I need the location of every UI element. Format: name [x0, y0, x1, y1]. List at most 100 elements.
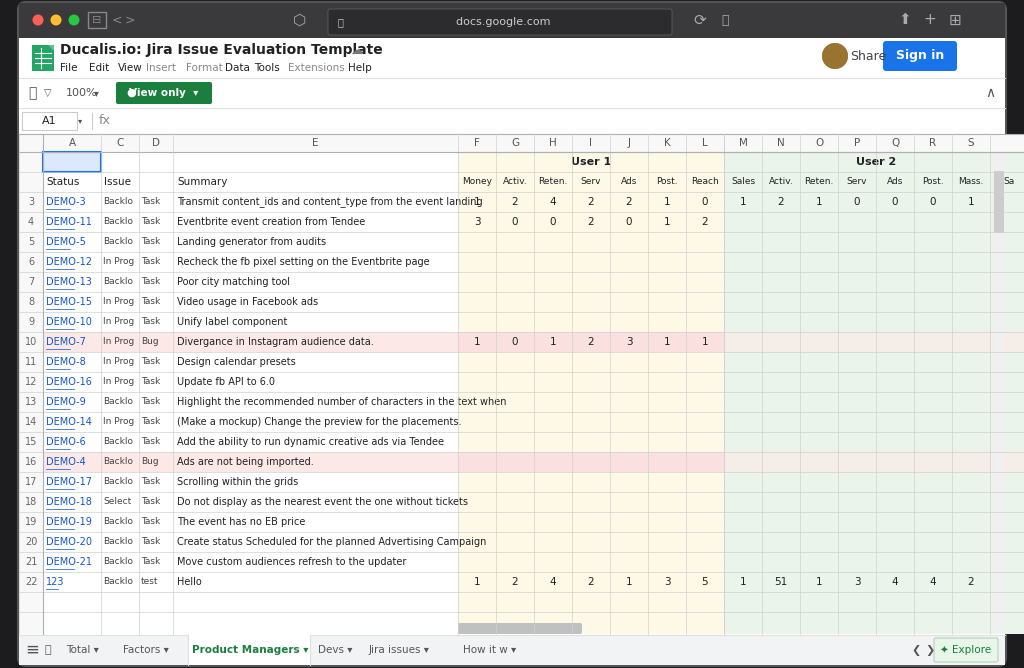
Text: DEMO-8: DEMO-8: [46, 357, 86, 367]
Text: 9: 9: [28, 317, 34, 327]
Text: The event has no EB price: The event has no EB price: [177, 517, 305, 527]
Text: DEMO-15: DEMO-15: [46, 297, 92, 307]
Text: Task: Task: [141, 397, 160, 407]
Text: ⟳: ⟳: [693, 13, 707, 27]
Text: Task: Task: [141, 518, 160, 526]
Text: Activ.: Activ.: [769, 178, 794, 186]
Text: Devs ▾: Devs ▾: [317, 645, 352, 655]
Circle shape: [822, 43, 848, 69]
Text: Task: Task: [141, 257, 160, 267]
Text: 1: 1: [816, 577, 822, 587]
Bar: [19, 635, 1005, 665]
Bar: [43, 212, 458, 232]
Circle shape: [69, 15, 80, 25]
Text: Ads are not being imported.: Ads are not being imported.: [177, 457, 313, 467]
Bar: [19, 108, 1005, 134]
Text: Task: Task: [141, 478, 160, 486]
Text: D: D: [152, 138, 160, 148]
Text: 1: 1: [664, 197, 671, 207]
Text: User 2: User 2: [856, 157, 896, 167]
Text: Ducalis.io: Jira Issue Evaluation Template: Ducalis.io: Jira Issue Evaluation Templa…: [60, 43, 383, 57]
Text: Task: Task: [141, 438, 160, 446]
Bar: [458, 332, 724, 352]
Text: ∧: ∧: [985, 86, 995, 100]
Text: L: L: [702, 138, 708, 148]
Bar: [43, 292, 458, 312]
Text: DEMO-11: DEMO-11: [46, 217, 92, 227]
Text: Summary: Summary: [177, 177, 227, 187]
Text: Edit: Edit: [89, 63, 109, 73]
Text: DEMO-13: DEMO-13: [46, 277, 92, 287]
Text: User 1: User 1: [570, 157, 611, 167]
Text: Eventbrite event creation from Tendee: Eventbrite event creation from Tendee: [177, 217, 366, 227]
Text: 0: 0: [892, 197, 898, 207]
Bar: [43, 272, 458, 292]
Text: ⊟: ⊟: [92, 15, 101, 25]
Text: 2: 2: [588, 577, 594, 587]
Text: Backlo: Backlo: [103, 578, 133, 587]
Text: 2: 2: [588, 337, 594, 347]
Text: Data: Data: [225, 63, 250, 73]
Text: ⬡: ⬡: [293, 13, 306, 27]
Text: 2: 2: [512, 197, 518, 207]
Text: 123: 123: [46, 577, 65, 587]
Text: Total ▾: Total ▾: [66, 645, 99, 655]
Text: Sa: Sa: [1004, 178, 1015, 186]
Text: J: J: [628, 138, 631, 148]
Text: 16: 16: [25, 457, 37, 467]
Text: P: P: [854, 138, 860, 148]
Text: Bug: Bug: [141, 337, 159, 347]
Text: DEMO-19: DEMO-19: [46, 517, 92, 527]
Text: How it w ▾: How it w ▾: [463, 645, 516, 655]
Text: Task: Task: [141, 238, 160, 246]
Bar: [458, 152, 724, 634]
Text: ⬆: ⬆: [899, 13, 911, 27]
Bar: [43, 232, 458, 252]
Text: DEMO-18: DEMO-18: [46, 497, 92, 507]
Bar: [43, 312, 458, 332]
Text: 14: 14: [25, 417, 37, 427]
Text: 🔒: 🔒: [45, 645, 51, 655]
Text: 1: 1: [550, 337, 556, 347]
Text: Backlo: Backlo: [103, 397, 133, 407]
Text: O: O: [815, 138, 823, 148]
Text: Bug: Bug: [141, 458, 159, 466]
Text: >: >: [125, 13, 135, 27]
Text: Ads: Ads: [887, 178, 903, 186]
Text: A: A: [69, 138, 76, 148]
Text: Hello: Hello: [177, 577, 202, 587]
Text: Serv: Serv: [581, 178, 601, 186]
Text: 20: 20: [25, 537, 37, 547]
FancyBboxPatch shape: [934, 638, 998, 662]
Bar: [43, 152, 101, 172]
Text: 7: 7: [28, 277, 34, 287]
Text: Transmit content_ids and content_type from the event landing: Transmit content_ids and content_type fr…: [177, 196, 482, 208]
Text: K: K: [664, 138, 671, 148]
Text: +: +: [924, 13, 936, 27]
Text: Scrolling within the grids: Scrolling within the grids: [177, 477, 298, 487]
Text: DEMO-14: DEMO-14: [46, 417, 92, 427]
Text: G: G: [511, 138, 519, 148]
Text: 2: 2: [626, 197, 632, 207]
FancyBboxPatch shape: [328, 9, 672, 35]
Text: In Prog: In Prog: [103, 337, 134, 347]
Text: E: E: [312, 138, 318, 148]
Text: N: N: [777, 138, 784, 148]
Text: Task: Task: [141, 538, 160, 546]
Text: Highlight the recommended number of characters in the text when: Highlight the recommended number of char…: [177, 397, 507, 407]
Text: Help: Help: [347, 63, 372, 73]
Text: In Prog: In Prog: [103, 418, 134, 426]
Text: 2: 2: [968, 577, 974, 587]
Text: 4: 4: [550, 197, 556, 207]
Text: Task: Task: [141, 218, 160, 226]
Text: 0: 0: [930, 197, 936, 207]
Text: ❮: ❮: [911, 645, 921, 655]
Text: Select: Select: [103, 498, 131, 506]
Text: Task: Task: [141, 357, 160, 367]
Text: Task: Task: [141, 558, 160, 566]
Bar: [43, 392, 458, 412]
Text: Status: Status: [46, 177, 80, 187]
Bar: [19, 134, 1024, 152]
Text: In Prog: In Prog: [103, 357, 134, 367]
Bar: [88, 12, 106, 28]
